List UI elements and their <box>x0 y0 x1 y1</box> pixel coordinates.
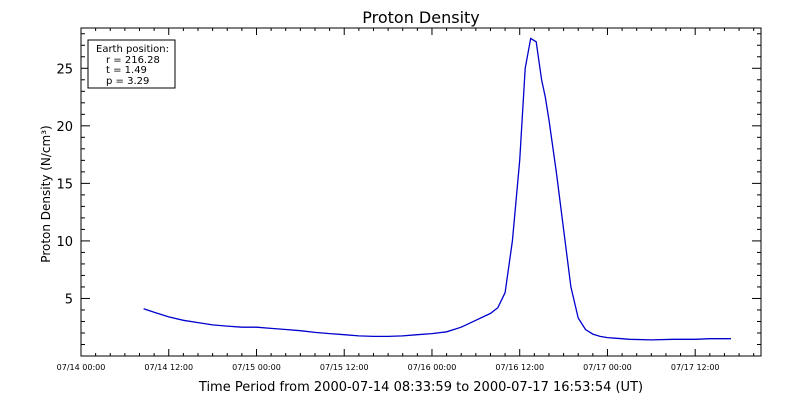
x-tick-label: 07/14 12:00 <box>144 363 193 372</box>
legend-r-value: r = 216.28 <box>106 55 160 66</box>
x-axis: 07/14 00:00 07/14 12:00 07/15 00:00 07/15 1… <box>57 28 755 372</box>
proton-density-series-line <box>143 37 731 341</box>
x-tick-label: 07/16 00:00 <box>408 363 457 372</box>
y-tick-label: 25 <box>56 62 73 77</box>
x-tick-label: 07/14 00:00 <box>57 363 106 372</box>
legend-t-value: t = 1.49 <box>106 65 147 76</box>
y-axis-label: Proton Density (N/cm³) <box>39 125 53 262</box>
x-tick-label: 07/15 12:00 <box>320 363 369 372</box>
y-tick-label: 20 <box>56 120 73 135</box>
y-tick-label: 15 <box>56 177 73 192</box>
x-tick-label: 07/17 12:00 <box>671 363 720 372</box>
x-tick-label: 07/16 12:00 <box>495 363 544 372</box>
legend-p-value: p = 3.29 <box>106 76 149 87</box>
y-axis: 5 10 15 20 25 <box>56 33 761 345</box>
x-axis-label: Time Period from 2000-07-14 08:33:59 to … <box>198 380 643 395</box>
legend-frame <box>87 39 176 89</box>
x-tick-label: 07/15 00:00 <box>232 363 281 372</box>
chart-title: Proton Density <box>362 8 480 27</box>
y-tick-label: 5 <box>65 292 73 307</box>
plot-frame <box>80 27 762 357</box>
y-tick-label: 10 <box>56 235 73 250</box>
earth-position-legend: Earth position: r = 216.28 t = 1.49 p = … <box>87 39 176 89</box>
legend-heading: Earth position: <box>96 44 169 55</box>
x-tick-label: 07/17 00:00 <box>583 363 632 372</box>
